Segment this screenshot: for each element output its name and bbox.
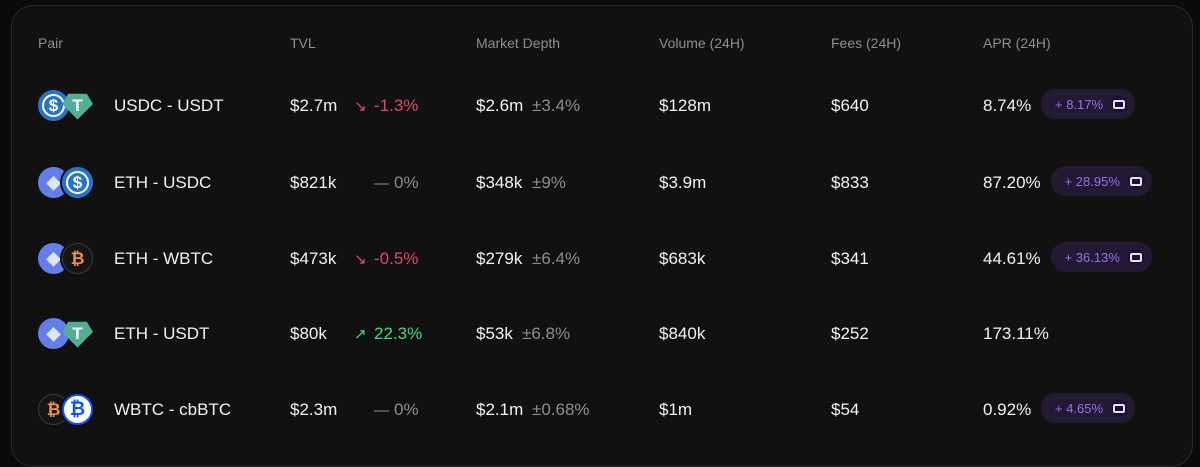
header-tvl[interactable]: TVL	[290, 35, 316, 51]
apr-bonus-value: + 36.13%	[1064, 249, 1120, 265]
tvl-value: $2.3m	[290, 400, 338, 419]
header-apr[interactable]: APR (24H)	[983, 35, 1051, 51]
trend-flat-icon: —	[374, 402, 389, 419]
table-row[interactable]: $ T USDC - USDT $2.7m ↘ -1.3% $2.6m ±3.4%…	[12, 86, 1192, 126]
tvl-change: 0%	[394, 173, 419, 192]
header-pair[interactable]: Pair	[38, 35, 63, 51]
cbbtc-icon: ₿	[62, 394, 93, 425]
header-market-depth[interactable]: Market Depth	[476, 35, 561, 51]
depth-range: ±6.4%	[532, 249, 581, 268]
volume-value: $128m	[659, 96, 711, 115]
apr-value: 173.11%	[983, 324, 1049, 343]
volume-value: $3.9m	[659, 173, 707, 192]
depth-range: ±9%	[532, 173, 566, 192]
usdc-icon: $	[62, 167, 93, 198]
usdt-icon: T	[62, 321, 93, 348]
pair-name[interactable]: ETH - USDC	[114, 173, 212, 192]
apr-value: 0.92%	[983, 400, 1032, 419]
table-row[interactable]: ◆ ₿ ETH - WBTC $473k ↘ -0.5% $279k ±6.4% …	[12, 239, 1192, 279]
apr-bonus-badge[interactable]: + 36.13%	[1050, 242, 1152, 272]
tvl-change: -0.5%	[374, 249, 419, 268]
fees-value: $640	[831, 96, 869, 115]
token-pair-icons: ◆ $	[38, 167, 98, 199]
depth-value: $279k	[476, 249, 523, 268]
tvl-change: 22.3%	[374, 324, 423, 343]
tvl-value: $473k	[290, 249, 337, 268]
pools-table: Pair TVL Market Depth Volume (24H) Fees …	[11, 5, 1193, 467]
token-pair-icons: $ T	[38, 90, 98, 122]
rewards-icon	[1111, 400, 1128, 416]
depth-range: ±6.8%	[522, 324, 571, 343]
apr-value: 44.61%	[983, 249, 1041, 268]
apr-bonus-badge[interactable]: + 8.17%	[1041, 89, 1136, 119]
eth-icon: ◆	[38, 167, 69, 198]
usdt-icon: T	[62, 93, 93, 120]
fees-value: $341	[831, 249, 869, 268]
apr-bonus-value: + 8.17%	[1055, 96, 1104, 112]
rewards-icon	[1127, 173, 1144, 189]
table-row[interactable]: ◆ $ ETH - USDC $821k — 0% $348k ±9% $3.9m…	[12, 163, 1192, 203]
depth-value: $2.6m	[476, 96, 524, 115]
apr-bonus-badge[interactable]: + 28.95%	[1050, 166, 1152, 196]
trend-flat-icon: —	[374, 175, 389, 192]
token-pair-icons: ₿ ₿	[38, 394, 98, 426]
trend-down-icon: ↘	[354, 251, 367, 268]
rewards-icon	[1111, 96, 1128, 112]
apr-bonus-value: + 4.65%	[1055, 400, 1104, 416]
header-fees[interactable]: Fees (24H)	[831, 35, 902, 51]
tvl-value: $821k	[290, 173, 337, 192]
table-row[interactable]: ₿ ₿ WBTC - cbBTC $2.3m — 0% $2.1m ±0.68% …	[12, 390, 1192, 430]
apr-bonus-value: + 28.95%	[1064, 173, 1120, 189]
wbtc-icon: ₿	[62, 243, 93, 274]
trend-up-icon: ↗	[354, 326, 367, 343]
trend-down-icon: ↘	[354, 98, 367, 115]
depth-value: $2.1m	[476, 400, 524, 419]
depth-value: $348k	[476, 173, 523, 192]
depth-value: $53k	[476, 324, 513, 343]
fees-value: $252	[831, 324, 869, 343]
pair-name[interactable]: WBTC - cbBTC	[114, 400, 232, 419]
volume-value: $840k	[659, 324, 706, 343]
pair-name[interactable]: ETH - WBTC	[114, 249, 214, 268]
pair-name[interactable]: USDC - USDT	[114, 96, 224, 115]
tvl-value: $80k	[290, 324, 327, 343]
rewards-icon	[1127, 249, 1144, 265]
token-pair-icons: ◆ ₿	[38, 243, 98, 275]
fees-value: $833	[831, 173, 869, 192]
tvl-value: $2.7m	[290, 96, 338, 115]
volume-value: $1m	[659, 400, 693, 419]
tvl-change: 0%	[394, 400, 419, 419]
table-row[interactable]: ◆ T ETH - USDT $80k ↗ 22.3% $53k ±6.8% $8…	[12, 314, 1192, 354]
apr-value: 87.20%	[983, 173, 1041, 192]
apr-bonus-badge[interactable]: + 4.65%	[1041, 393, 1136, 423]
token-pair-icons: ◆ T	[38, 318, 98, 350]
pair-name[interactable]: ETH - USDT	[114, 324, 210, 343]
apr-value: 8.74%	[983, 96, 1032, 115]
depth-range: ±3.4%	[532, 96, 581, 115]
tvl-change: -1.3%	[374, 96, 419, 115]
depth-range: ±0.68%	[532, 400, 590, 419]
volume-value: $683k	[659, 249, 706, 268]
header-volume[interactable]: Volume (24H)	[659, 35, 745, 51]
fees-value: $54	[831, 400, 860, 419]
